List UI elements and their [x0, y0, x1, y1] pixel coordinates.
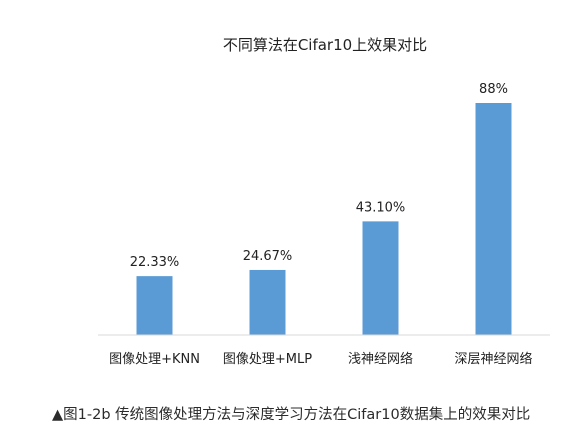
data-label-1: 22.33%: [130, 255, 180, 270]
bar-chart: 不同算法在Cifar10上效果对比 22.33% 图像处理+KNN 24.67% 图像…: [98, 36, 550, 367]
chart-title: 不同算法在Cifar10上效果对比: [223, 36, 427, 54]
category-label-3: 浅神经网络: [348, 351, 413, 367]
data-label-3: 43.10%: [356, 200, 406, 215]
category-label-2: 图像处理+MLP: [223, 352, 312, 367]
bar-4: [475, 103, 512, 335]
category-label-1: 图像处理+KNN: [109, 352, 200, 367]
bar-1: [136, 276, 173, 335]
chart: 不同算法在Cifar10上效果对比 22.33% 图像处理+KNN 24.67% 图像…: [98, 36, 550, 367]
category-label-4: 深层神经网络: [454, 351, 532, 367]
data-label-2: 24.67%: [243, 249, 293, 264]
data-label-4: 88%: [479, 82, 508, 97]
bar-3: [362, 221, 399, 335]
figure-caption: ▲图1-2b 传统图像处理方法与深度学习方法在Cifar10数据集上的效果对比: [52, 407, 531, 423]
bar-2: [249, 269, 286, 335]
